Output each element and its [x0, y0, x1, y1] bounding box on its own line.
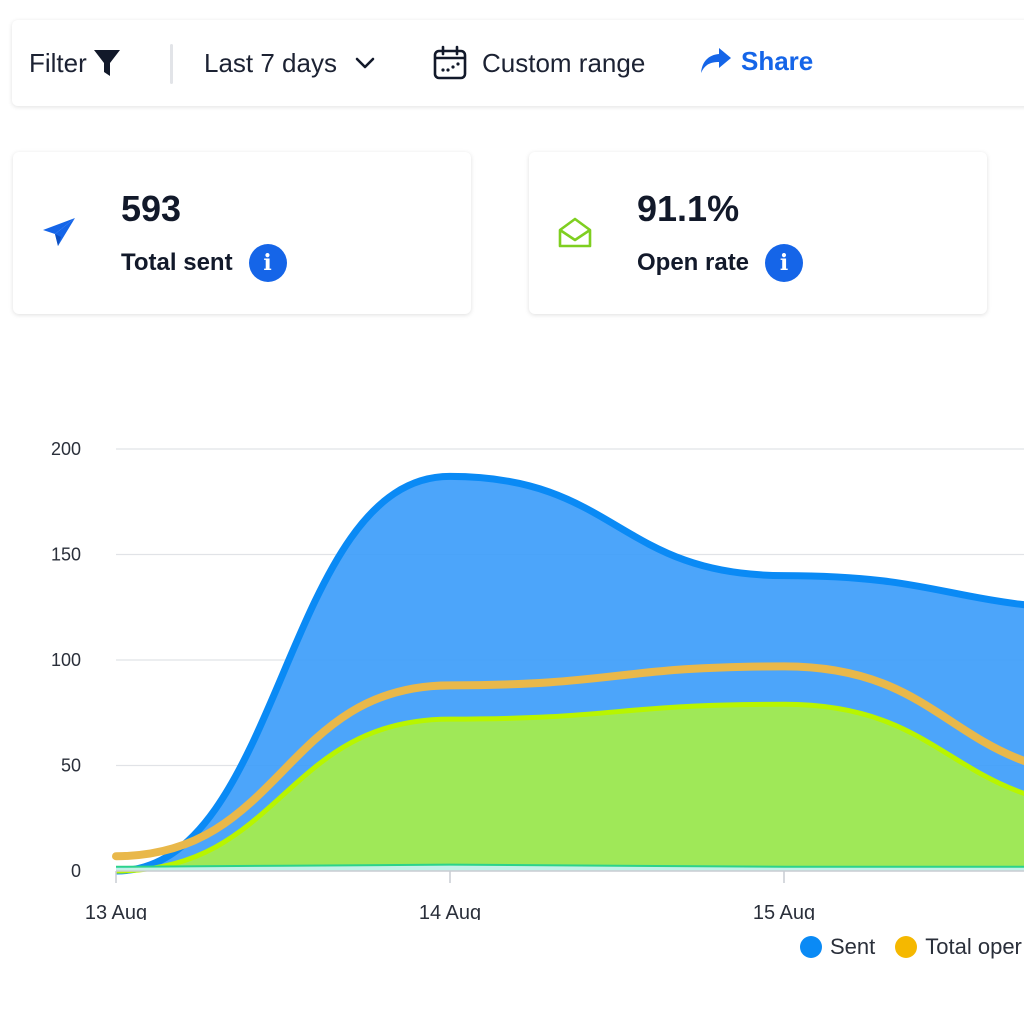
toolbar: Filter Last 7 days Custom range Share: [12, 20, 1024, 106]
toolbar-divider: [170, 44, 173, 84]
share-button[interactable]: Share: [697, 18, 813, 104]
legend-item-total-opened[interactable]: Total oper: [895, 934, 1022, 960]
chart-axes: 0 50 100 150 200 13 Aug 14 Aug 15 Aug: [51, 439, 1024, 920]
open-rate-card: 91.1% Open rate i: [529, 152, 987, 314]
y-tick-label: 200: [51, 439, 81, 459]
paper-plane-icon: [43, 218, 75, 246]
open-envelope-icon: [558, 217, 592, 248]
date-range-label: Last 7 days: [204, 47, 337, 78]
series-unique-opened-area: [116, 704, 1024, 871]
open-rate-value: 91.1%: [637, 188, 740, 229]
series-sent-line: [115, 472, 1024, 875]
x-tick-label: 15 Aug: [753, 902, 815, 920]
y-tick-label: 0: [71, 861, 81, 881]
funnel-icon: [93, 50, 120, 76]
open-rate-label-row: Open rate i: [637, 244, 804, 282]
info-icon[interactable]: i: [765, 244, 804, 282]
chart-series: [112, 472, 1024, 875]
total-sent-label: Total sent: [121, 249, 233, 276]
series-total-opened-line: [112, 662, 1024, 861]
y-tick-label: 50: [61, 756, 81, 776]
share-label: Share: [741, 45, 814, 76]
series-clicked-line: [115, 863, 1024, 868]
custom-range-label: Custom range: [482, 47, 646, 78]
legend-label-total-opened: Total oper: [925, 934, 1022, 959]
legend-dot-sent: [800, 936, 822, 958]
legend-label-sent: Sent: [830, 934, 876, 959]
email-activity-chart: 0 50 100 150 200 13 Aug 14 Aug 15 Aug: [51, 439, 1024, 920]
share-arrow-icon: [701, 48, 731, 73]
x-tick-label: 14 Aug: [419, 902, 481, 920]
total-sent-value: 593: [121, 188, 182, 229]
calendar-icon: [433, 45, 467, 80]
date-range-dropdown[interactable]: Last 7 days: [204, 20, 375, 106]
filter-label: Filter: [29, 47, 87, 78]
legend-dot-total-opened: [895, 936, 918, 958]
total-sent-card: 593 Total sent i: [13, 152, 471, 314]
total-sent-label-row: Total sent i: [121, 244, 287, 282]
custom-range-button[interactable]: Custom range: [432, 20, 645, 106]
chart-legend: Sent Total oper: [800, 934, 1024, 960]
y-tick-label: 150: [51, 545, 81, 565]
series-unique-opened-line: [115, 701, 1024, 874]
x-tick-label: 13 Aug: [85, 902, 147, 920]
legend-item-sent[interactable]: Sent: [800, 934, 875, 960]
y-tick-label: 100: [51, 650, 81, 670]
info-icon[interactable]: i: [248, 244, 287, 282]
open-rate-label: Open rate: [637, 249, 750, 276]
chevron-down-icon: [355, 57, 375, 69]
filter-button[interactable]: Filter: [29, 20, 121, 106]
